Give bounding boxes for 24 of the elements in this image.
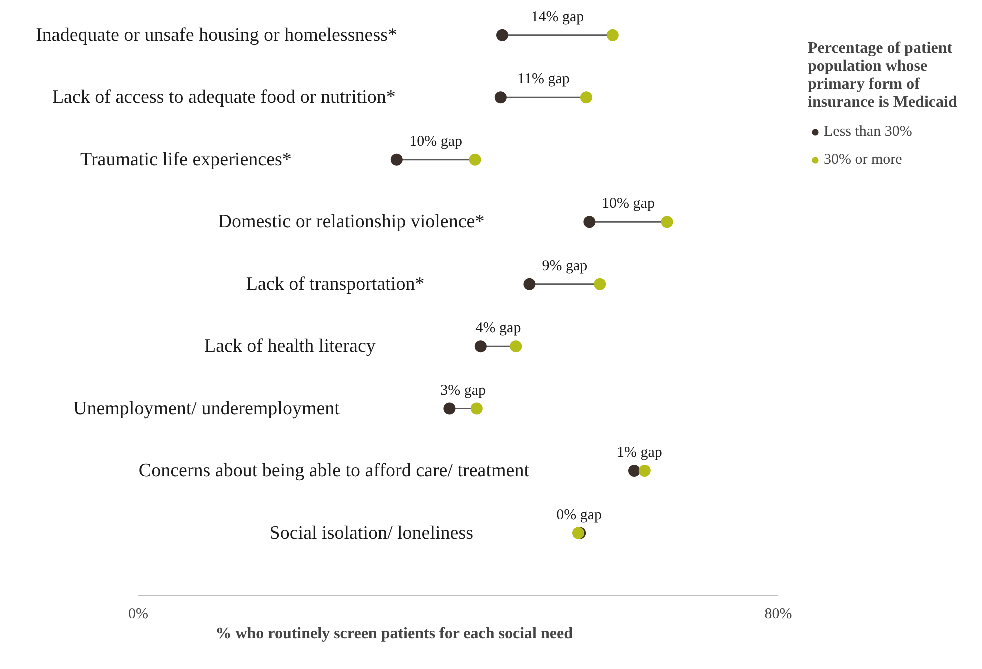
annotation: 14% gap [531, 9, 584, 26]
annotation: 10% gap [602, 196, 655, 212]
x-tick-label: 0% [128, 606, 148, 622]
y-tick-label: Traumatic life experiences* [80, 149, 292, 170]
y-tick-label: Social isolation/ loneliness [270, 522, 474, 544]
y-tick-label: Lack of access to adequate food or nutrition* [52, 87, 396, 108]
annotation: 3% gap [440, 382, 486, 399]
annotation: 0% gap [556, 507, 602, 524]
legend-label: 30% or more [824, 152, 902, 168]
annotation: 1% gap [617, 445, 662, 462]
legend-title: Percentage of patient population whose primary form of insurance is Medicaid [808, 40, 958, 112]
y-tick-label: Inadequate or unsafe housing or homelessness* [36, 24, 398, 46]
y-tick-label: Unemployment/ underemployment [73, 398, 341, 420]
y-tick-label: Lack of transportation* [246, 274, 425, 295]
y-tick-label: Domestic or relationship violence* [218, 212, 485, 233]
annotation: 4% gap [476, 320, 522, 337]
x-tick-label: 80% [764, 606, 792, 622]
y-tick-label: Lack of health literacy [204, 336, 376, 358]
annotation: 10% gap [410, 134, 463, 150]
x-axis-title: % who routinely screen patients for each social need [216, 626, 574, 642]
annotation: 11% gap [518, 72, 570, 88]
y-tick-label: Concerns about being able to afford care/ treatment [138, 460, 530, 482]
annotation: 9% gap [542, 258, 588, 274]
legend-label: Less than 30% [824, 124, 912, 140]
